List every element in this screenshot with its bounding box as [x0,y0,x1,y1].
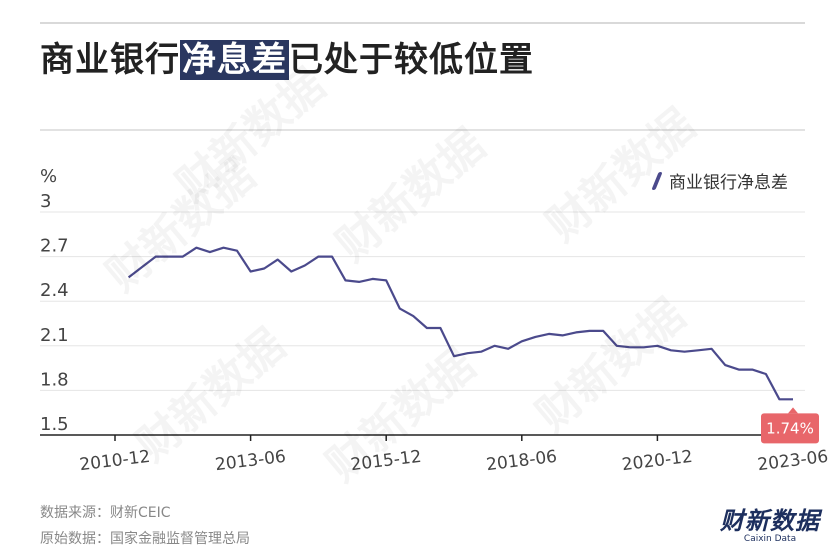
title-post: 已处于较低位置 [289,40,534,80]
caixin-data-logo: 财新数据 Caixin Data [720,508,820,545]
x-tick-label: 2015-12 [350,447,423,476]
top-divider [40,22,805,24]
chart-title: 商业银行净息差已处于较低位置 [40,36,534,84]
raw-data-source-line: 原始数据：国家金融监督管理总局 [40,531,250,547]
legend-label: 商业银行净息差 [669,173,788,193]
logo-text: 财新数据 [720,507,820,535]
title-highlight: 净息差 [180,40,289,80]
y-tick-label: 1.5 [40,414,69,435]
x-tick-label: 2023-06 [756,447,829,476]
series-line [127,246,793,401]
y-tick-label: 3 [40,191,51,212]
title-divider [40,129,805,131]
value-label: 1.74% [766,419,814,437]
x-tick-label: 2018-06 [485,447,558,476]
value-label-box [761,413,819,444]
y-tick-label: 2.1 [40,325,69,346]
logo-subtext: Caixin Data [743,534,797,544]
x-tick-label: 2010-12 [78,447,151,476]
title-pre: 商业银行 [40,40,180,80]
x-tick-label: 2020-12 [621,447,694,476]
y-tick-label: 2.4 [40,280,69,301]
y-axis-unit: % [40,166,58,187]
y-tick-label: 2.7 [40,236,69,257]
legend: 商业银行净息差 [651,168,788,193]
data-source-line: 数据来源：财新CEIC [40,505,171,521]
value-label-pointer [788,407,798,414]
x-tick-label: 2013-06 [214,447,287,476]
y-tick-label: 1.8 [40,369,69,390]
